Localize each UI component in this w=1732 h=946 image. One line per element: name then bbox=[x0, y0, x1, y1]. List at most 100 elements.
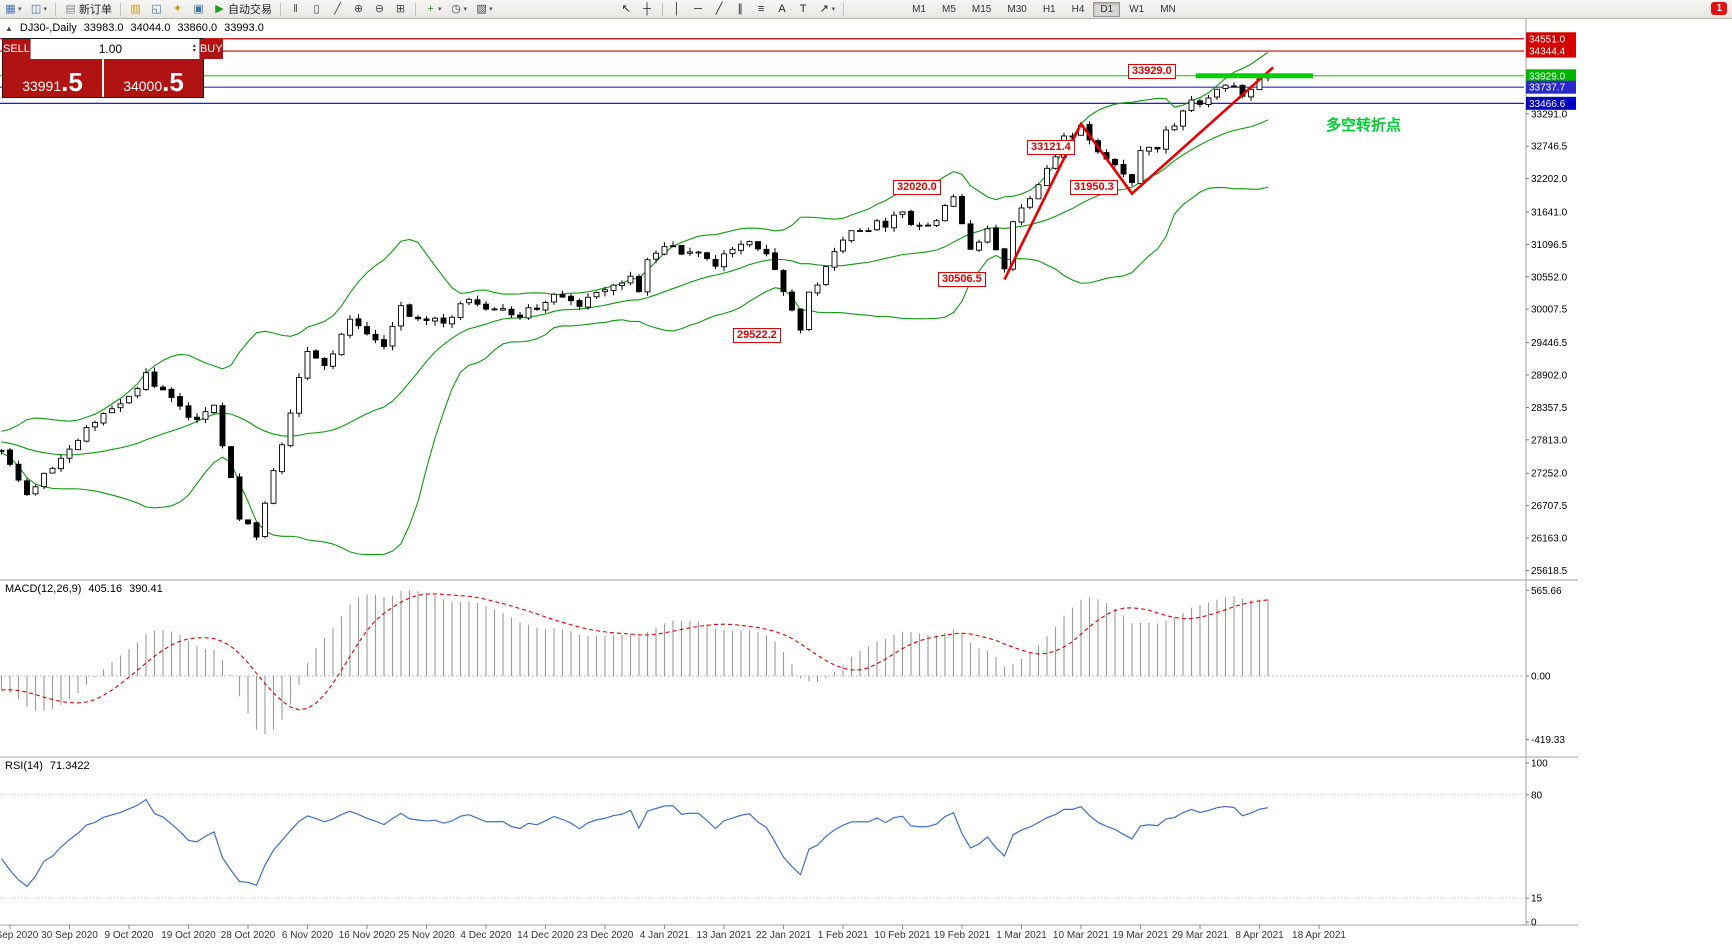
dropdown-arrow-icon[interactable]: ▾ bbox=[463, 6, 468, 13]
horizontal-line-objects bbox=[0, 38, 1524, 104]
sell-button[interactable]: 33991.5 bbox=[3, 59, 104, 97]
svg-text:1 Feb 2021: 1 Feb 2021 bbox=[818, 930, 869, 941]
rsi-panel bbox=[0, 794, 1524, 899]
new-order-button[interactable]: ▤ 新订单 bbox=[61, 0, 115, 18]
ohlc-info: ▲ DJ30-,Daily 33983.0 34044.0 33860.0 33… bbox=[5, 22, 264, 34]
autotrading-button[interactable]: ▶ 自动交易 bbox=[210, 0, 275, 18]
svg-text:29 Mar 2021: 29 Mar 2021 bbox=[1172, 930, 1229, 941]
candlestick-chart-icon: ▯ bbox=[313, 3, 320, 15]
svg-text:33929.0: 33929.0 bbox=[1529, 71, 1566, 82]
text-icon[interactable]: A bbox=[773, 0, 792, 18]
terminal-icon[interactable]: ▣ bbox=[189, 0, 208, 18]
new-order-button: ▤ bbox=[65, 3, 76, 15]
market-watch-icon: ▥ bbox=[130, 3, 141, 15]
svg-text:4 Jan 2021: 4 Jan 2021 bbox=[640, 930, 690, 941]
timeframe-m1[interactable]: M1 bbox=[912, 3, 926, 15]
periods-icon: ◷ bbox=[451, 3, 461, 15]
vertical-line-icon: │ bbox=[673, 3, 681, 15]
new-chart-icon: ▦ bbox=[5, 3, 16, 15]
svg-text:565.66: 565.66 bbox=[1531, 586, 1562, 597]
svg-text:0.00: 0.00 bbox=[1531, 672, 1551, 683]
price-tag bbox=[1526, 96, 1576, 110]
price-tag bbox=[1526, 32, 1576, 46]
market-watch-icon[interactable]: ▥ bbox=[126, 0, 145, 18]
timeframe-h1[interactable]: H1 bbox=[1042, 3, 1056, 15]
line-chart-icon[interactable]: ╱ bbox=[328, 0, 347, 18]
channel-icon[interactable]: ∥ bbox=[731, 0, 750, 18]
bar-chart-icon[interactable]: ‖ bbox=[286, 0, 305, 18]
dropdown-arrow-icon[interactable]: ▾ bbox=[831, 6, 836, 13]
timeframe-w1[interactable]: W1 bbox=[1129, 3, 1145, 15]
arrows-icon[interactable]: ↗ ▾ bbox=[815, 0, 839, 18]
sell-label[interactable]: SELL bbox=[3, 39, 30, 59]
templates-icon[interactable]: ▨ ▾ bbox=[472, 0, 496, 18]
trendline-icon[interactable]: ╱ bbox=[710, 0, 729, 18]
macd-header: MACD(12,26,9) 405.16 390.41 bbox=[5, 583, 163, 595]
svg-text:32202.0: 32202.0 bbox=[1531, 174, 1568, 185]
svg-text:19 Mar 2021: 19 Mar 2021 bbox=[1112, 930, 1169, 941]
volume-down-button[interactable]: ▾ bbox=[192, 48, 196, 54]
navigator-icon: ✦ bbox=[172, 3, 183, 15]
line-chart-icon: ╱ bbox=[334, 3, 341, 15]
timeframe-mn[interactable]: MN bbox=[1160, 3, 1176, 15]
buy-price-frac: .5 bbox=[162, 67, 184, 98]
svg-text:30552.0: 30552.0 bbox=[1531, 272, 1568, 283]
chart-symbol: DJ30-,Daily bbox=[19, 22, 77, 34]
zoom-in-icon[interactable]: ⊕ bbox=[349, 0, 368, 18]
svg-text:4 Dec 2020: 4 Dec 2020 bbox=[460, 930, 512, 941]
zoom-out-icon: ⊖ bbox=[374, 3, 385, 15]
terminal-icon: ▣ bbox=[193, 3, 204, 15]
trend-objects bbox=[1003, 66, 1313, 281]
volume-field[interactable]: ▴ ▾ bbox=[29, 39, 200, 59]
buy-button[interactable]: 34000.5 bbox=[104, 59, 203, 97]
close-value: 33993.0 bbox=[224, 22, 264, 34]
notification-badge[interactable]: 1 bbox=[1711, 2, 1727, 15]
crosshair-icon[interactable]: ┼ bbox=[638, 0, 657, 18]
dropdown-arrow-icon[interactable]: ▾ bbox=[438, 6, 442, 13]
tile-windows-icon[interactable]: ⊞ bbox=[391, 0, 410, 18]
volume-input[interactable] bbox=[30, 41, 190, 57]
label-icon[interactable]: T bbox=[794, 0, 813, 18]
svg-text:9 Oct 2020: 9 Oct 2020 bbox=[105, 930, 154, 941]
symbol-marker-icon: ▲ bbox=[5, 23, 13, 33]
price-tag bbox=[1526, 80, 1576, 94]
timeframe-h4[interactable]: H4 bbox=[1071, 3, 1085, 15]
bar-chart-icon: ‖ bbox=[293, 3, 298, 15]
navigator-icon[interactable]: ✦ bbox=[168, 0, 187, 18]
toolbar-separator bbox=[661, 2, 663, 16]
price-annotation: 33929.0 bbox=[1128, 64, 1176, 79]
horizontal-line-icon[interactable]: ─ bbox=[689, 0, 708, 18]
timeframe-m5[interactable]: M5 bbox=[942, 3, 956, 15]
macd-label: MACD(12,26,9) bbox=[5, 583, 82, 595]
buy-label[interactable]: BUY bbox=[199, 39, 223, 59]
toolbar-separator bbox=[55, 2, 57, 16]
zoom-out-icon[interactable]: ⊖ bbox=[370, 0, 389, 18]
svg-text:21 Sep 2020: 21 Sep 2020 bbox=[0, 930, 39, 941]
new-order-button-label: 新订单 bbox=[79, 4, 113, 16]
fibonacci-icon[interactable]: ≡ bbox=[752, 0, 771, 18]
dropdown-arrow-icon[interactable]: ▾ bbox=[43, 6, 48, 13]
templates-icon: ▨ bbox=[476, 3, 487, 15]
indicators-icon[interactable]: + ▾ bbox=[421, 0, 445, 18]
timeframe-d1[interactable]: D1 bbox=[1093, 1, 1121, 17]
periods-icon[interactable]: ◷ ▾ bbox=[447, 0, 471, 18]
cursor-icon[interactable]: ↖ bbox=[617, 0, 636, 18]
new-chart-icon[interactable]: ▦ ▾ bbox=[1, 0, 25, 18]
volume-up-button[interactable]: ▴ bbox=[192, 43, 196, 49]
dropdown-arrow-icon[interactable]: ▾ bbox=[489, 6, 493, 13]
bollinger-middle bbox=[1, 119, 1269, 456]
dropdown-arrow-icon[interactable]: ▾ bbox=[18, 6, 22, 13]
profiles-icon[interactable]: ◫ ▾ bbox=[27, 0, 51, 18]
timeframe-m15[interactable]: M15 bbox=[971, 3, 992, 15]
svg-text:80: 80 bbox=[1531, 790, 1543, 801]
vertical-line-icon[interactable]: │ bbox=[668, 0, 687, 18]
data-window-icon[interactable]: ◱ bbox=[147, 0, 166, 18]
svg-text:26707.5: 26707.5 bbox=[1531, 501, 1568, 512]
candlestick-chart-icon[interactable]: ▯ bbox=[307, 0, 326, 18]
svg-text:18 Apr 2021: 18 Apr 2021 bbox=[1292, 930, 1346, 941]
open-value: 33983.0 bbox=[83, 22, 124, 34]
rsi-value: 71.3422 bbox=[49, 760, 90, 772]
timeframe-m30[interactable]: M30 bbox=[1007, 3, 1027, 15]
svg-text:6 Nov 2020: 6 Nov 2020 bbox=[282, 930, 334, 941]
